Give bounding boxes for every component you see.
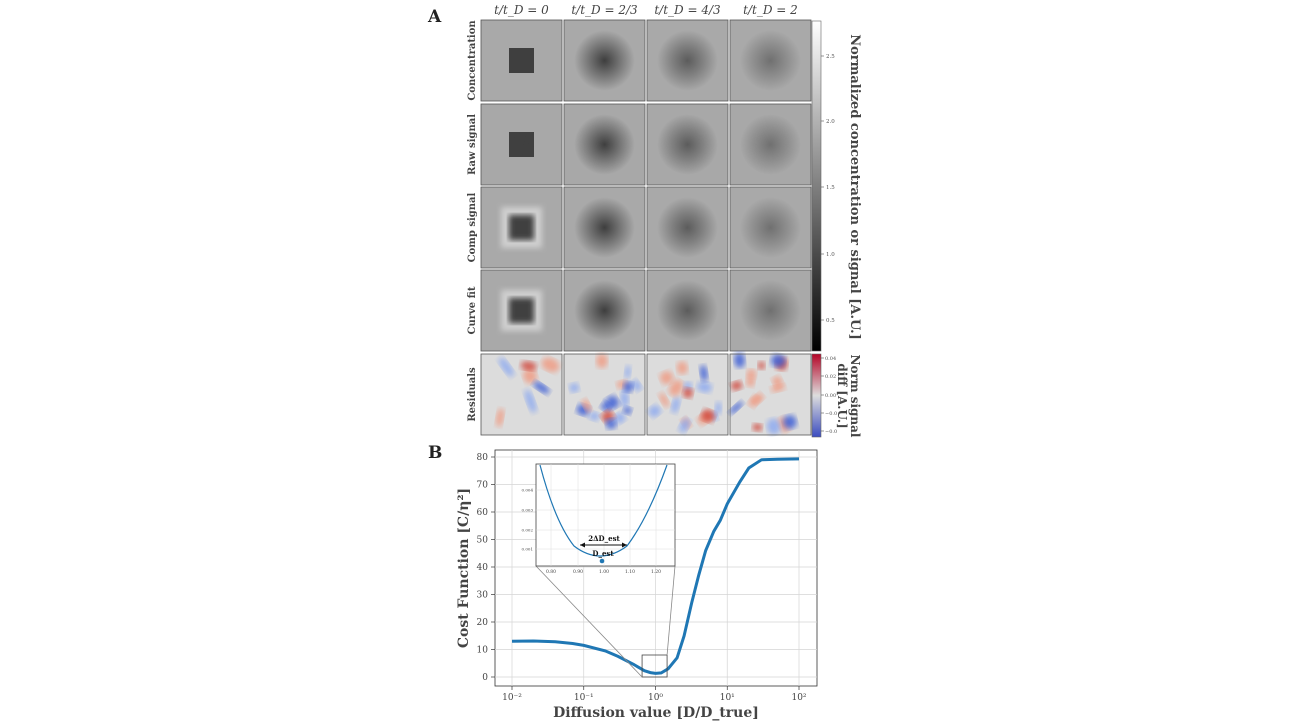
- image-cell: [563, 19, 646, 102]
- inset-y-tick-label: 0.004: [522, 488, 534, 493]
- inset-arrow-heads: [580, 542, 627, 548]
- inset-plot: 2ΔD_est D_est 0.80 0.90 1.00 1.10 1.200.0040…: [522, 463, 676, 576]
- colorbar-tick-label: 2.0: [826, 119, 835, 125]
- y-tick-label: 30: [477, 591, 489, 601]
- x-tick-label: 10⁻²: [502, 693, 522, 703]
- cost-series-line: [511, 457, 800, 675]
- image-cell: [646, 269, 729, 352]
- inset-minimum-point: [599, 558, 605, 564]
- y-tick-label: 50: [477, 536, 489, 546]
- y-tick-label: 40: [477, 563, 489, 573]
- image-cell: [563, 269, 646, 352]
- column-header: t/t_D = 4/3: [654, 3, 721, 17]
- column-header: t/t_D = 0: [494, 3, 549, 17]
- inset-annotation-width: 2ΔD_est: [588, 534, 620, 543]
- colorbar-tick-label: 1.5: [826, 185, 835, 191]
- image-cell: [729, 352, 812, 436]
- y-tick-label: 80: [477, 453, 489, 463]
- axis-ticks: 10⁻² 10⁻¹ 10⁰ 10¹ 10² 0 10 20 30 40 50 60 70 80: [477, 453, 807, 703]
- image-cell: [480, 186, 563, 269]
- image-cell: [563, 103, 646, 186]
- x-tick-label: 10⁻¹: [574, 693, 594, 703]
- image-cell: [729, 19, 812, 102]
- colorbar-tick-label: 2.5: [826, 54, 835, 60]
- colorbar-residual-ticks: 0.04 0.02 0.00 −0.0 −0.0: [821, 356, 837, 435]
- zoom-box: [641, 654, 668, 678]
- y-tick-label: 70: [477, 481, 489, 491]
- colorbar-tick-label: 0.00: [825, 393, 836, 399]
- inset-x-tick-label: 1.10: [625, 569, 635, 575]
- y-axis-label: Cost Function [C/η²]: [456, 488, 472, 648]
- y-tick-label: 0: [482, 673, 488, 683]
- image-grid: [480, 19, 812, 436]
- zoom-connector-1: [535, 565, 643, 678]
- colorbar-tick-label: −0.0: [825, 411, 837, 417]
- inset-annotation-center: D_est: [592, 549, 614, 558]
- zoom-connector-2: [666, 565, 676, 656]
- image-cell: [646, 353, 729, 436]
- x-tick-label: 10¹: [720, 693, 735, 703]
- inset-curve: [539, 464, 668, 557]
- image-cell: [729, 269, 812, 352]
- inset-y-tick-label: 0.002: [522, 528, 534, 533]
- colorbar-tick-label: 0.5: [826, 318, 835, 324]
- column-header: t/t_D = 2: [743, 3, 798, 17]
- y-tick-label: 10: [477, 646, 489, 656]
- image-cell: [729, 103, 812, 186]
- colorbar-main-label: Normalized concentration or signal [A.U.…: [847, 34, 862, 340]
- x-tick-label: 10²: [791, 693, 806, 703]
- cost-function-chart: 10⁻² 10⁻¹ 10⁰ 10¹ 10² 0 10 20 30 40 50 60 70 80 2ΔD_e…: [477, 449, 818, 703]
- row-label: Residuals: [467, 367, 478, 422]
- image-cell: [646, 103, 729, 186]
- row-label: Concentration: [467, 20, 478, 101]
- column-headers: t/t_D = 0 t/t_D = 2/3 t/t_D = 4/3 t/t_D = 2: [494, 3, 798, 17]
- inset-y-tick-label: 0.001: [522, 547, 533, 552]
- image-cell: [480, 269, 563, 352]
- row-label: Raw signal: [467, 114, 478, 175]
- colorbar-residual-label-2: diff [A.U.]: [835, 363, 849, 428]
- x-tick-label: 10⁰: [648, 693, 663, 703]
- inset-x-tick-label: 0.80: [546, 569, 556, 575]
- inset-x-tick-label: 1.00: [599, 569, 609, 575]
- image-cell: [646, 186, 729, 269]
- colorbar-residuals: [811, 353, 822, 438]
- inset-y-tick-label: 0.003: [522, 508, 534, 513]
- colorbar-main-ticks: 2.5 2.0 1.5 1.0 0.5: [821, 54, 835, 324]
- image-cell: [480, 19, 563, 102]
- colorbar-residual-label-1: Norm signal: [848, 355, 862, 438]
- row-label: Comp signal: [467, 192, 478, 262]
- column-header: t/t_D = 2/3: [571, 3, 638, 17]
- colorbar-tick-label: 0.04: [825, 356, 836, 362]
- inset-ticks: 0.80 0.90 1.00 1.10 1.20 0.004 0.003 0.002 0.001: [522, 488, 662, 576]
- y-tick-label: 60: [477, 508, 489, 518]
- colorbar-main: [811, 20, 822, 352]
- inset-x-tick-label: 0.90: [573, 569, 583, 575]
- image-cell: [480, 103, 563, 186]
- colorbar-tick-label: 0.02: [825, 374, 836, 380]
- image-cell: [729, 186, 812, 269]
- image-cell: [563, 353, 646, 436]
- image-cell: [646, 19, 729, 102]
- row-label: Curve fit: [467, 286, 478, 334]
- colorbar-tick-label: 1.0: [826, 252, 835, 258]
- x-axis-label: Diffusion value [D/D_true]: [553, 705, 759, 721]
- inset-grid: [536, 464, 675, 566]
- image-cell: [563, 186, 646, 269]
- panel-label-a: A: [427, 7, 442, 27]
- inset-x-tick-label: 1.20: [651, 569, 661, 575]
- colorbar-tick-label: −0.0: [825, 429, 837, 435]
- panel-label-b: B: [428, 443, 442, 463]
- y-tick-label: 20: [477, 618, 489, 628]
- image-cell: [480, 353, 563, 436]
- row-labels: Concentration Raw signal Comp signal Curve …: [467, 20, 478, 422]
